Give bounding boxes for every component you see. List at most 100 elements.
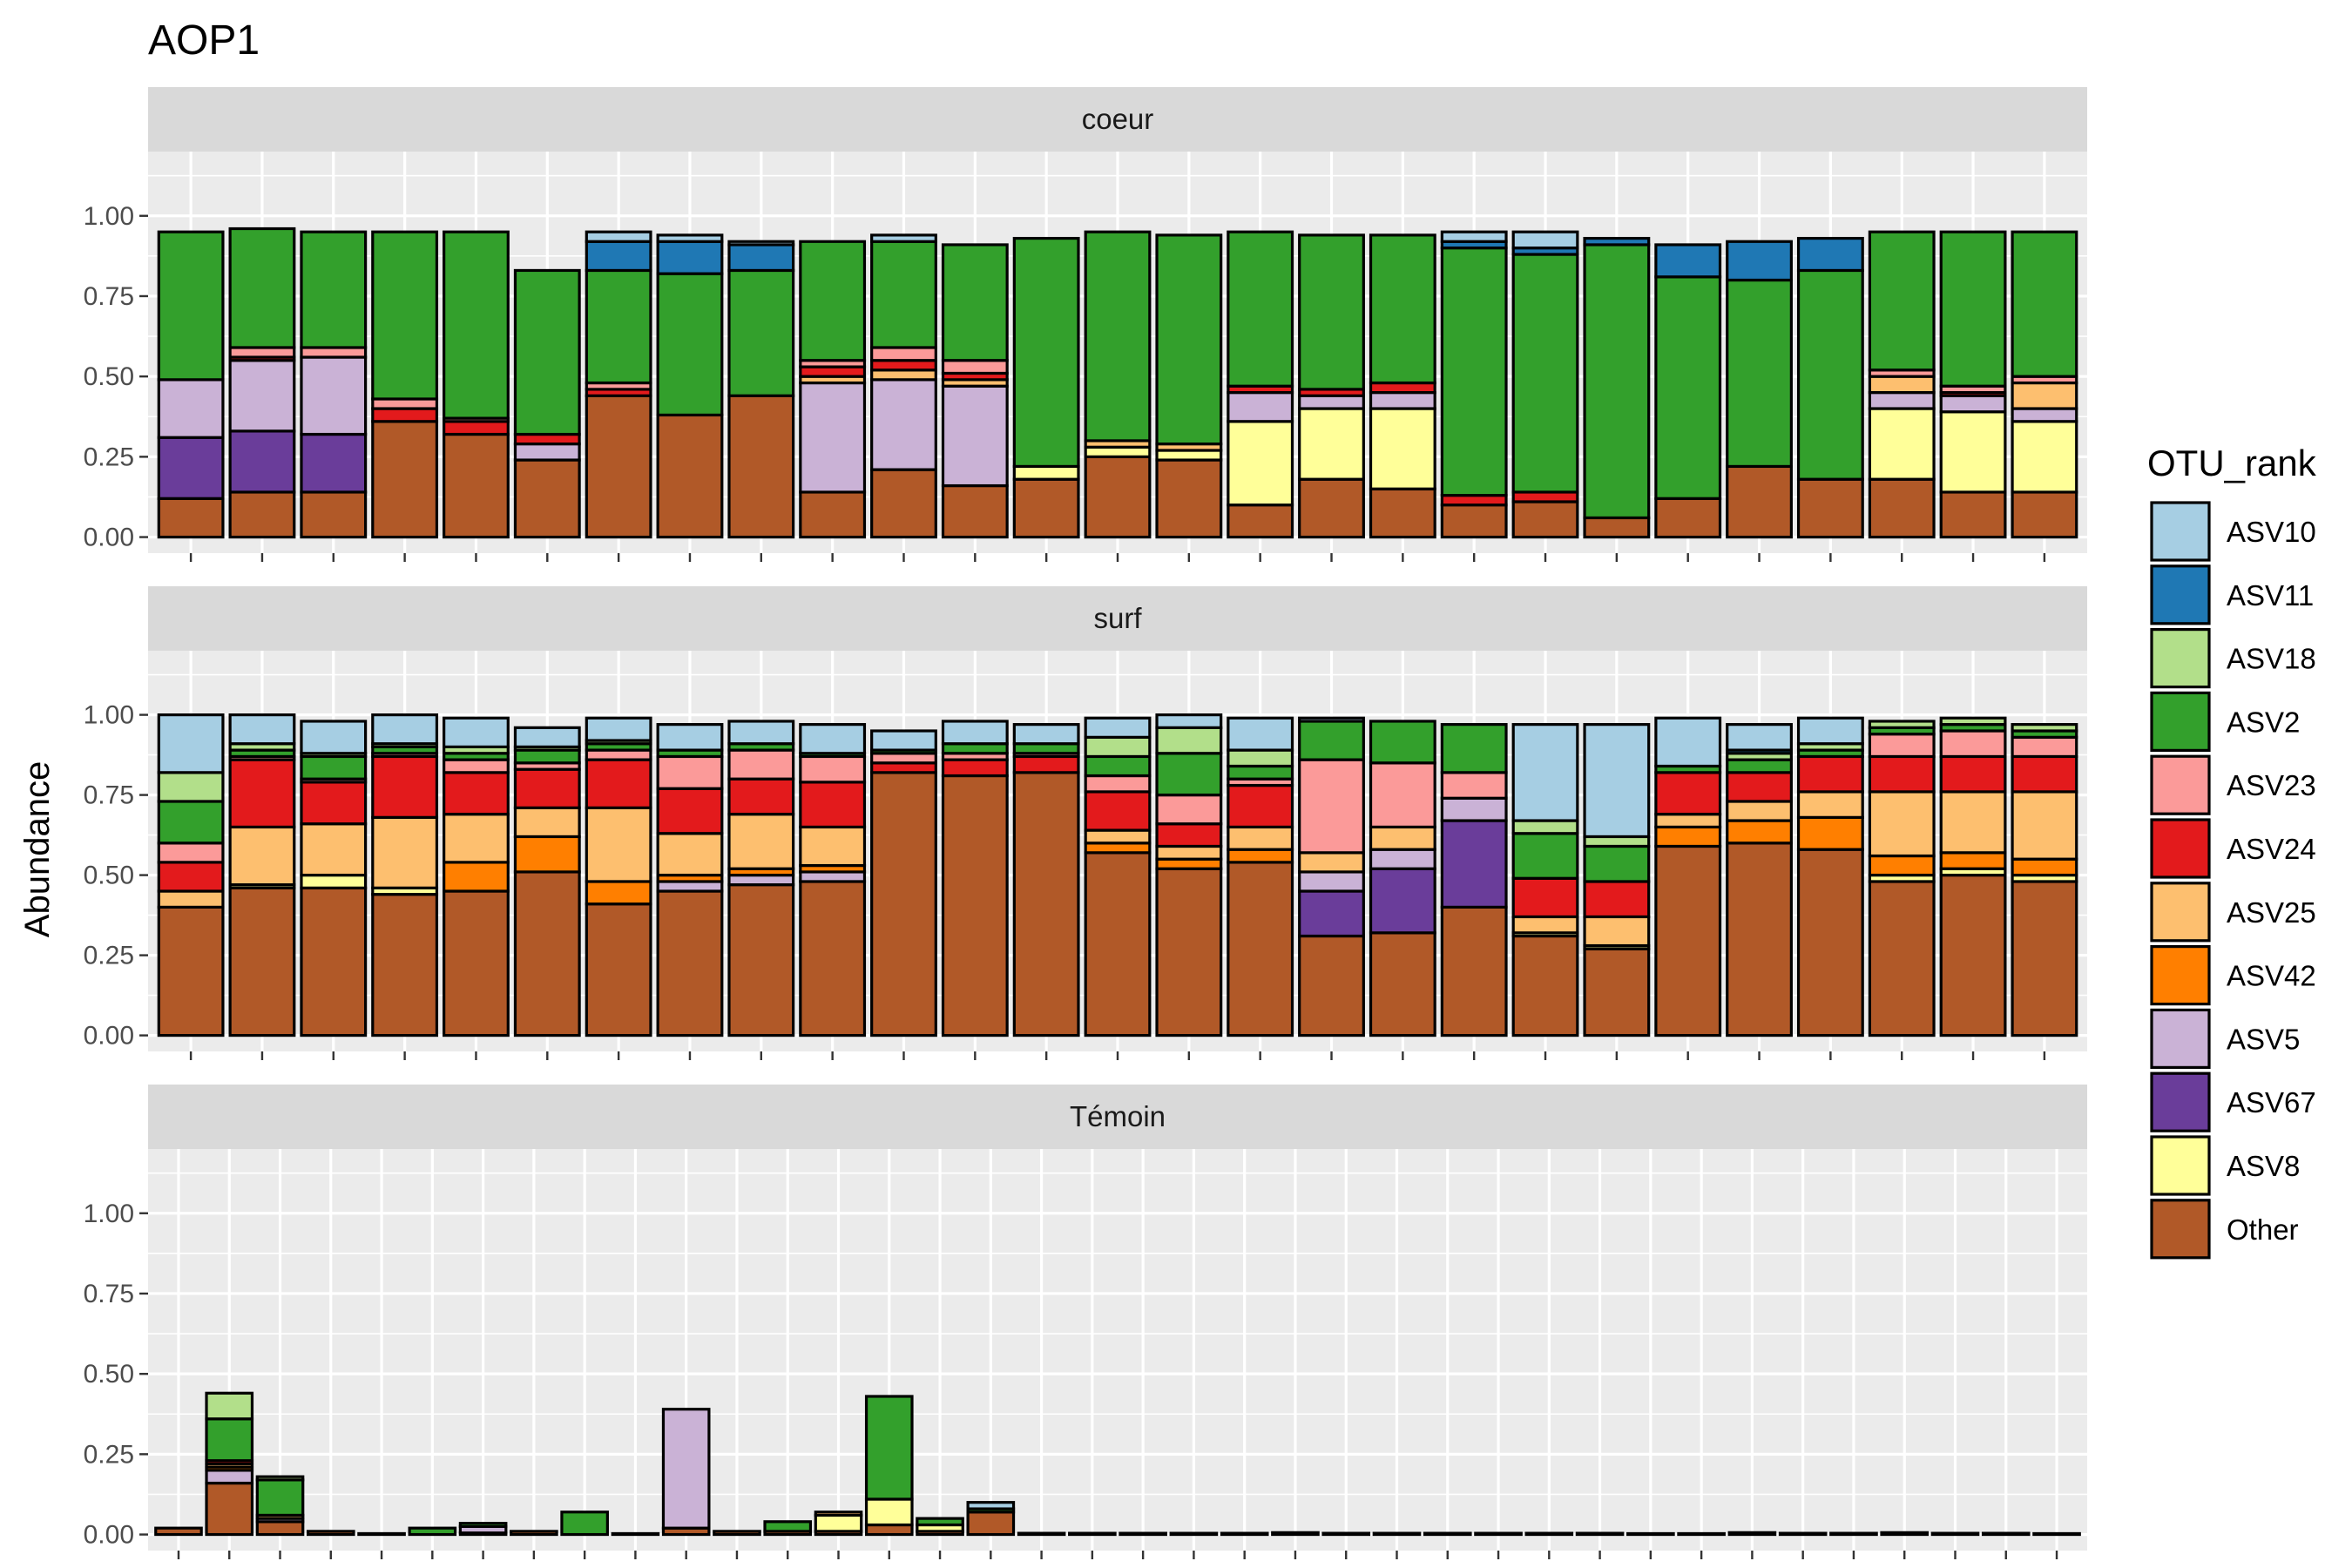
bar-segment-asv8 bbox=[1012, 464, 1080, 481]
legend-item: ASV2 bbox=[2150, 691, 2300, 753]
bar-segment-asv2 bbox=[1511, 253, 1579, 494]
bar-segment-asv25 bbox=[1227, 825, 1294, 851]
x-axis bbox=[189, 1051, 2046, 1060]
bar-segment-asv2 bbox=[870, 240, 937, 349]
bar-segment-other bbox=[300, 886, 368, 1037]
bar-segment-asv10 bbox=[1227, 716, 1294, 752]
bar-segment-asv23 bbox=[727, 748, 795, 781]
bar-segment-asv2 bbox=[941, 243, 1009, 362]
bar-segment-asv25 bbox=[513, 806, 581, 839]
bar-segment-asv18 bbox=[1511, 819, 1579, 835]
legend-item: Other bbox=[2150, 1199, 2299, 1260]
bar-segment-asv18 bbox=[205, 1391, 254, 1421]
facet-panel: Témoin 0.00 0.25 0.50 0.75 1.00 bbox=[84, 1085, 2087, 1559]
bar-segment-asv10 bbox=[1511, 230, 1579, 250]
bar-segment-asv2 bbox=[799, 240, 867, 362]
bar-segment-asv5 bbox=[1939, 394, 2007, 414]
bar-segment-asv67 bbox=[300, 432, 368, 494]
bar-segment-asv10 bbox=[966, 1501, 1016, 1511]
bar-segment-other bbox=[510, 1530, 558, 1537]
bar-segment-asv10 bbox=[1440, 230, 1508, 243]
bar-segment-asv24 bbox=[371, 754, 439, 819]
bar-segment-asv25 bbox=[1511, 915, 1579, 935]
bar-segment-other bbox=[513, 870, 581, 1037]
bar-segment-other bbox=[1626, 1531, 1675, 1537]
bar-segment-other bbox=[2011, 490, 2078, 539]
bar-segment-other bbox=[799, 880, 867, 1037]
bar-segment-other bbox=[1726, 841, 1793, 1037]
bar-segment-asv2 bbox=[1298, 233, 1365, 391]
facet-panels: coeur 0.00 0.25 0.50 0.75 1.00 surf 0.00 0.25 0.5… bbox=[84, 87, 2087, 1559]
legend-label: Other bbox=[2227, 1213, 2299, 1246]
bar-segment-asv25 bbox=[2011, 381, 2078, 410]
legend-item: ASV25 bbox=[2150, 882, 2316, 943]
bar-segment-asv10 bbox=[585, 230, 652, 243]
y-axis: 0.00 0.25 0.50 0.75 1.00 bbox=[84, 1200, 148, 1550]
bar-segment-other bbox=[1939, 490, 2007, 539]
bar-segment-asv25 bbox=[1369, 825, 1436, 851]
bar-segment-other bbox=[513, 458, 581, 539]
facet-strip bbox=[148, 586, 2087, 651]
bar-segment-other bbox=[1169, 1531, 1219, 1537]
bar-segment-asv11 bbox=[1796, 236, 1864, 273]
bar-segment-asv10 bbox=[941, 720, 1009, 746]
bar-segment-other bbox=[585, 902, 652, 1037]
bar-segment-asv8 bbox=[2011, 420, 2078, 494]
bar-segment-asv24 bbox=[228, 758, 296, 828]
bar-segment-other bbox=[154, 1526, 203, 1537]
y-axis-title: Abundance bbox=[18, 761, 57, 937]
bar-segment-other bbox=[1440, 504, 1508, 539]
bar-segment-asv25 bbox=[1298, 851, 1365, 874]
bar-segment-other bbox=[713, 1530, 761, 1537]
bar-segment-asv10 bbox=[513, 726, 581, 749]
bar-segment-asv8 bbox=[1369, 407, 1436, 490]
bar-segment-asv10 bbox=[371, 713, 439, 746]
bar-segment-asv8 bbox=[1227, 420, 1294, 507]
legend-label: ASV10 bbox=[2227, 516, 2316, 548]
bar-segment-other bbox=[1727, 1531, 1777, 1537]
bar-segment-asv23 bbox=[1868, 733, 1936, 759]
bar-segment-asv23 bbox=[941, 359, 1009, 375]
bar-segment-asv5 bbox=[2011, 407, 2078, 423]
legend-item: ASV5 bbox=[2150, 1008, 2300, 1070]
y-tick-label: 0.50 bbox=[84, 862, 134, 890]
bar-segment-asv24 bbox=[157, 861, 225, 893]
bar-segment-asv2 bbox=[560, 1511, 609, 1537]
bar-segment-other bbox=[1012, 477, 1080, 539]
bar-segment-other bbox=[1369, 931, 1436, 1037]
bar-segment-asv5 bbox=[157, 378, 225, 439]
bar-segment-asv18 bbox=[1155, 726, 1223, 755]
bar-segment-other bbox=[727, 394, 795, 539]
bar-segment-other bbox=[941, 774, 1009, 1037]
bar-segment-asv11 bbox=[727, 243, 795, 273]
bar-segment-other bbox=[300, 490, 368, 539]
y-axis: 0.00 0.25 0.50 0.75 1.00 bbox=[84, 202, 148, 552]
legend-label: ASV23 bbox=[2227, 769, 2316, 801]
bar-segment-asv10 bbox=[1155, 713, 1223, 729]
chart-title: AOP1 bbox=[148, 17, 260, 64]
bar-segment-other bbox=[1796, 477, 1864, 539]
bar-segment-other bbox=[1677, 1531, 1726, 1537]
bar-segment-asv42 bbox=[1796, 815, 1864, 851]
bar-segment-asv10 bbox=[799, 723, 867, 755]
bar-segment-asv67 bbox=[1440, 819, 1508, 909]
bar-segment-asv42 bbox=[443, 861, 510, 893]
bar-segment-asv2 bbox=[157, 230, 225, 382]
bar-segment-asv5 bbox=[656, 880, 724, 893]
bar-segment-other bbox=[1423, 1531, 1472, 1537]
y-tick-label: 1.00 bbox=[84, 202, 134, 231]
bar-segment-other bbox=[1654, 844, 1722, 1037]
legend-key bbox=[2150, 944, 2211, 1006]
legend-title: OTU_rank bbox=[2147, 443, 2317, 483]
legend-items: ASV10 ASV11 ASV18 ASV2 ASV23 ASV24 ASV25 ASV42 A… bbox=[2150, 501, 2316, 1260]
bar-segment-asv11 bbox=[1726, 240, 1793, 282]
y-tick-label: 0.00 bbox=[84, 1521, 134, 1550]
bar-segment-asv23 bbox=[1369, 761, 1436, 828]
bar-segment-other bbox=[870, 468, 937, 539]
bar-segment-asv18 bbox=[255, 1475, 305, 1482]
bar-segment-asv5 bbox=[941, 384, 1009, 488]
bar-segment-other bbox=[1155, 867, 1223, 1037]
bar-segment-asv25 bbox=[1726, 800, 1793, 822]
y-tick-label: 0.75 bbox=[84, 781, 134, 810]
bar-segment-other bbox=[611, 1531, 660, 1537]
